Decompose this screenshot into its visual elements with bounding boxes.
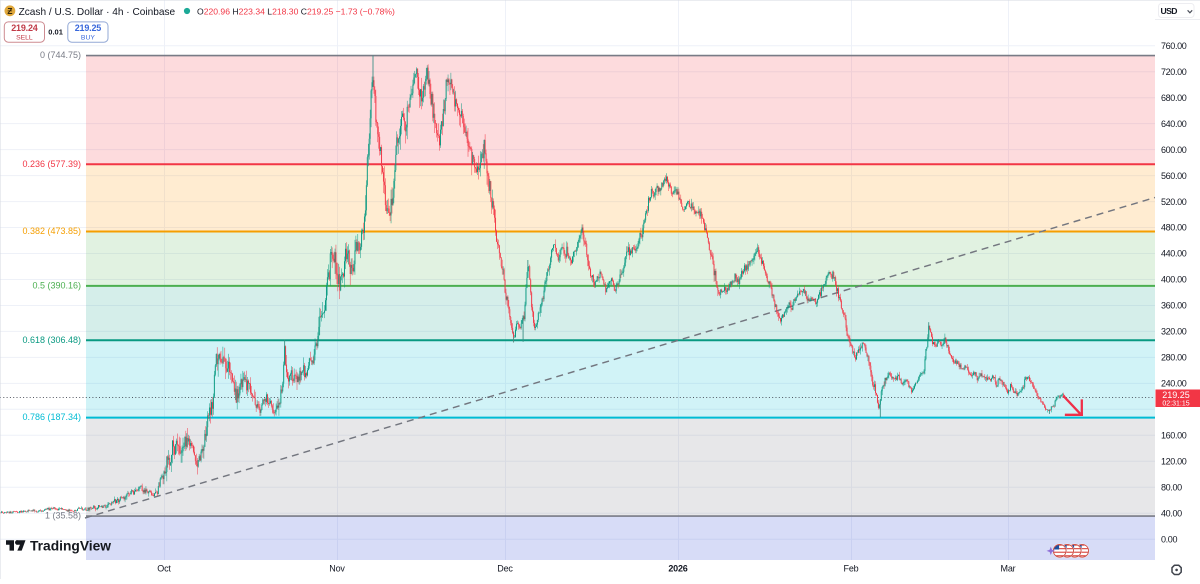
svg-text:400.00: 400.00 bbox=[1161, 275, 1187, 285]
svg-text:Zcash / U.S. Dollar · 4h · Coi: Zcash / U.S. Dollar · 4h · Coinbase bbox=[19, 7, 176, 18]
svg-text:BUY: BUY bbox=[81, 34, 95, 41]
svg-text:219.25: 219.25 bbox=[1162, 390, 1190, 400]
svg-text:1 (35.58): 1 (35.58) bbox=[45, 511, 81, 521]
svg-text:720.00: 720.00 bbox=[1161, 67, 1187, 77]
svg-text:240.00: 240.00 bbox=[1161, 379, 1187, 389]
svg-text:O220.96 H223.34 L218.30 C219.2: O220.96 H223.34 L218.30 C219.25 −1.73 (−… bbox=[197, 7, 395, 17]
svg-text:160.00: 160.00 bbox=[1161, 431, 1187, 441]
svg-text:600.00: 600.00 bbox=[1161, 145, 1187, 155]
svg-text:80.00: 80.00 bbox=[1161, 483, 1182, 493]
svg-text:Mar: Mar bbox=[1001, 564, 1016, 574]
svg-text:120.00: 120.00 bbox=[1161, 457, 1187, 467]
svg-text:0.00: 0.00 bbox=[1161, 534, 1177, 544]
svg-text:0.01: 0.01 bbox=[48, 27, 63, 36]
svg-text:440.00: 440.00 bbox=[1161, 249, 1187, 259]
svg-text:280.00: 280.00 bbox=[1161, 353, 1187, 363]
svg-text:560.00: 560.00 bbox=[1161, 171, 1187, 181]
svg-text:Nov: Nov bbox=[329, 564, 345, 574]
svg-text:640.00: 640.00 bbox=[1161, 119, 1187, 129]
svg-text:0.618 (306.48): 0.618 (306.48) bbox=[22, 335, 81, 345]
svg-text:680.00: 680.00 bbox=[1161, 93, 1187, 103]
svg-text:USD: USD bbox=[1161, 6, 1178, 16]
svg-text:2026: 2026 bbox=[668, 564, 687, 574]
svg-text:0 (744.75): 0 (744.75) bbox=[40, 50, 81, 60]
svg-text:0.786 (187.34): 0.786 (187.34) bbox=[22, 412, 81, 422]
svg-text:0.5 (390.16): 0.5 (390.16) bbox=[32, 281, 81, 291]
svg-text:219.24: 219.24 bbox=[11, 23, 38, 33]
svg-text:Dec: Dec bbox=[497, 564, 513, 574]
svg-text:SELL: SELL bbox=[16, 34, 33, 41]
svg-text:520.00: 520.00 bbox=[1161, 197, 1187, 207]
svg-text:TradingView: TradingView bbox=[30, 539, 111, 554]
svg-text:320.00: 320.00 bbox=[1161, 327, 1187, 337]
svg-text:480.00: 480.00 bbox=[1161, 223, 1187, 233]
svg-text:0.382 (473.85): 0.382 (473.85) bbox=[22, 226, 81, 236]
svg-text:Oct: Oct bbox=[157, 564, 171, 574]
svg-text:Feb: Feb bbox=[844, 564, 859, 574]
svg-text:0.236 (577.39): 0.236 (577.39) bbox=[22, 159, 81, 169]
svg-text:02:31:15: 02:31:15 bbox=[1162, 401, 1189, 408]
svg-text:40.00: 40.00 bbox=[1161, 508, 1182, 518]
svg-text:219.25: 219.25 bbox=[75, 23, 102, 33]
svg-text:360.00: 360.00 bbox=[1161, 301, 1187, 311]
svg-text:760.00: 760.00 bbox=[1161, 41, 1187, 51]
svg-text:Ƶ: Ƶ bbox=[7, 6, 12, 16]
